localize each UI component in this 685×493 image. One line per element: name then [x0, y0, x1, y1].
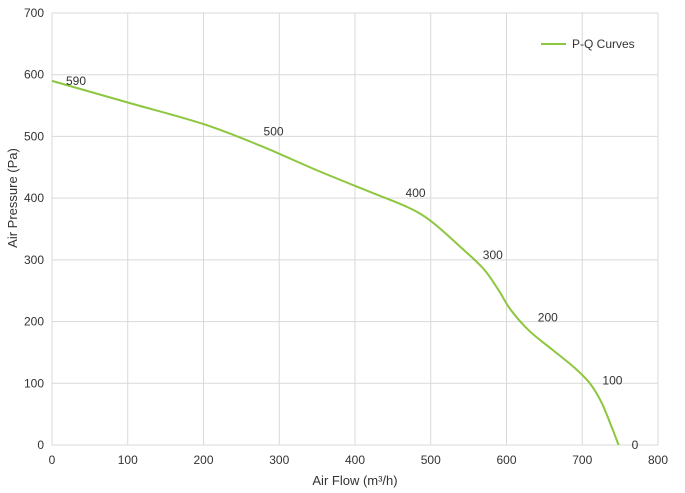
y-tick-label: 400 [24, 191, 44, 205]
data-label: 400 [406, 186, 426, 200]
data-label: 200 [538, 311, 558, 325]
data-label: 590 [66, 74, 86, 88]
legend-label: P-Q Curves [572, 37, 635, 51]
grid [51, 12, 659, 446]
y-tick-label: 0 [37, 438, 44, 452]
x-tick-label: 100 [118, 453, 138, 467]
y-axis-title: Air Pressure (Pa) [5, 148, 20, 248]
y-tick-label: 600 [24, 68, 44, 82]
series-line-pq-curves [51, 79, 620, 446]
y-tick-label: 100 [24, 376, 44, 390]
x-tick-label: 300 [269, 453, 289, 467]
data-label: 300 [483, 248, 503, 262]
data-labels: 590 500 400 300 200 100 0 [66, 74, 639, 452]
legend: P-Q Curves [541, 37, 635, 51]
x-axis-ticks: 0 100 200 300 400 500 600 700 800 [49, 453, 669, 467]
x-tick-label: 0 [49, 453, 56, 467]
x-tick-label: 400 [345, 453, 365, 467]
data-label: 500 [264, 124, 284, 138]
y-tick-label: 500 [24, 129, 44, 143]
x-tick-label: 500 [421, 453, 441, 467]
x-tick-label: 800 [648, 453, 668, 467]
data-label: 0 [632, 438, 639, 452]
y-tick-label: 300 [24, 253, 44, 267]
x-tick-label: 700 [572, 453, 592, 467]
series-layer [51, 79, 620, 446]
y-tick-label: 700 [24, 6, 44, 20]
x-axis-title: Air Flow (m³/h) [312, 473, 397, 488]
x-tick-label: 200 [193, 453, 213, 467]
x-tick-label: 600 [496, 453, 516, 467]
data-label: 100 [602, 373, 622, 387]
y-axis-ticks: 0 100 200 300 400 500 600 700 [24, 6, 44, 452]
y-tick-label: 200 [24, 315, 44, 329]
